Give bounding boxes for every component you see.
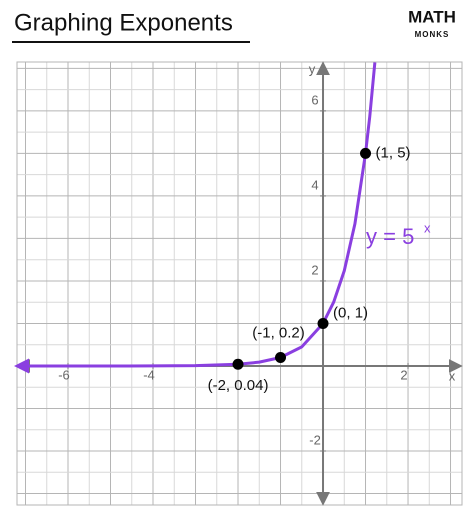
- y-tick-label: 4: [311, 177, 318, 192]
- x-tick-label: -6: [58, 367, 70, 382]
- point-label: (-2, 0.04): [208, 377, 269, 394]
- point: [275, 351, 287, 363]
- logo-top: MATH: [408, 7, 456, 26]
- point: [232, 358, 244, 370]
- y-axis-label: y: [309, 61, 316, 76]
- y-tick-label: 6: [311, 92, 318, 107]
- x-axis-label: x: [449, 368, 456, 383]
- point-label: (0, 1): [333, 304, 368, 321]
- y-tick-label: -2: [309, 432, 321, 447]
- equation: y = 5: [366, 224, 414, 249]
- logo-bottom: MONKS: [415, 30, 450, 39]
- curve: [13, 62, 377, 374]
- x-tick-label: -4: [143, 367, 155, 382]
- plot-border: [16, 61, 463, 506]
- point: [317, 317, 329, 329]
- y-tick-label: 2: [311, 262, 318, 277]
- equation-exponent: x: [424, 220, 431, 235]
- point-label: (1, 5): [376, 144, 411, 161]
- point-label: (-1, 0.2): [252, 324, 305, 341]
- x-tick-label: 2: [400, 367, 407, 382]
- point: [360, 147, 372, 159]
- chart-title: Graphing Exponents: [14, 9, 233, 36]
